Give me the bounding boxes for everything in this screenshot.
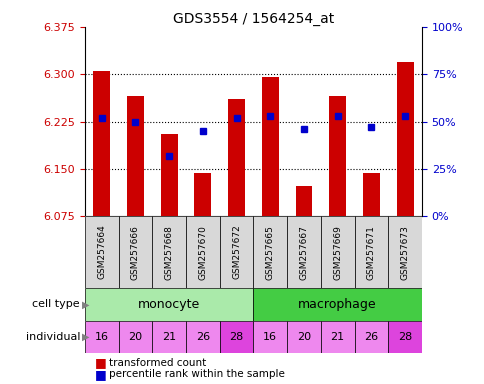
Text: 21: 21 [330, 332, 344, 342]
FancyBboxPatch shape [253, 321, 287, 353]
Text: 26: 26 [363, 332, 378, 342]
Text: ▶: ▶ [82, 332, 90, 342]
Text: 16: 16 [94, 332, 108, 342]
Text: 28: 28 [229, 332, 243, 342]
FancyBboxPatch shape [320, 216, 354, 288]
Text: percentile rank within the sample: percentile rank within the sample [109, 369, 285, 379]
FancyBboxPatch shape [354, 321, 387, 353]
Text: GSM257673: GSM257673 [400, 225, 409, 280]
Text: GSM257664: GSM257664 [97, 225, 106, 280]
Text: GSM257670: GSM257670 [198, 225, 207, 280]
Bar [160, 134, 177, 216]
Text: individual: individual [26, 332, 80, 342]
FancyBboxPatch shape [118, 321, 152, 353]
FancyBboxPatch shape [152, 216, 186, 288]
Text: macrophage: macrophage [298, 298, 376, 311]
FancyBboxPatch shape [85, 216, 118, 288]
Title: GDS3554 / 1564254_at: GDS3554 / 1564254_at [172, 12, 333, 26]
Bar [194, 173, 211, 216]
Text: 26: 26 [196, 332, 210, 342]
Text: monocyte: monocyte [138, 298, 200, 311]
Text: 21: 21 [162, 332, 176, 342]
FancyBboxPatch shape [219, 321, 253, 353]
Text: ▶: ▶ [82, 299, 90, 310]
FancyBboxPatch shape [85, 321, 118, 353]
Text: 28: 28 [397, 332, 411, 342]
FancyBboxPatch shape [287, 321, 320, 353]
Bar [329, 96, 346, 216]
FancyBboxPatch shape [320, 321, 354, 353]
Text: GSM257672: GSM257672 [231, 225, 241, 280]
Text: transformed count: transformed count [109, 358, 206, 368]
FancyBboxPatch shape [253, 288, 421, 321]
FancyBboxPatch shape [219, 216, 253, 288]
Bar [295, 186, 312, 216]
Text: GSM257665: GSM257665 [265, 225, 274, 280]
Text: GSM257667: GSM257667 [299, 225, 308, 280]
FancyBboxPatch shape [354, 216, 387, 288]
Text: GSM257668: GSM257668 [164, 225, 173, 280]
FancyBboxPatch shape [186, 321, 219, 353]
Text: 20: 20 [128, 332, 142, 342]
Bar [227, 99, 244, 216]
Bar [127, 96, 144, 216]
Text: GSM257669: GSM257669 [333, 225, 342, 280]
Text: ■: ■ [94, 368, 106, 381]
Bar [396, 61, 413, 216]
Text: 20: 20 [296, 332, 310, 342]
FancyBboxPatch shape [387, 216, 421, 288]
FancyBboxPatch shape [287, 216, 320, 288]
FancyBboxPatch shape [253, 216, 287, 288]
Text: cell type: cell type [32, 299, 80, 310]
FancyBboxPatch shape [118, 216, 152, 288]
Bar [261, 77, 278, 216]
Text: GSM257671: GSM257671 [366, 225, 375, 280]
Text: 16: 16 [263, 332, 277, 342]
FancyBboxPatch shape [186, 216, 219, 288]
Bar [93, 71, 110, 216]
FancyBboxPatch shape [85, 288, 253, 321]
FancyBboxPatch shape [387, 321, 421, 353]
Text: GSM257666: GSM257666 [131, 225, 140, 280]
Bar [362, 173, 379, 216]
FancyBboxPatch shape [152, 321, 186, 353]
Text: ■: ■ [94, 356, 106, 369]
